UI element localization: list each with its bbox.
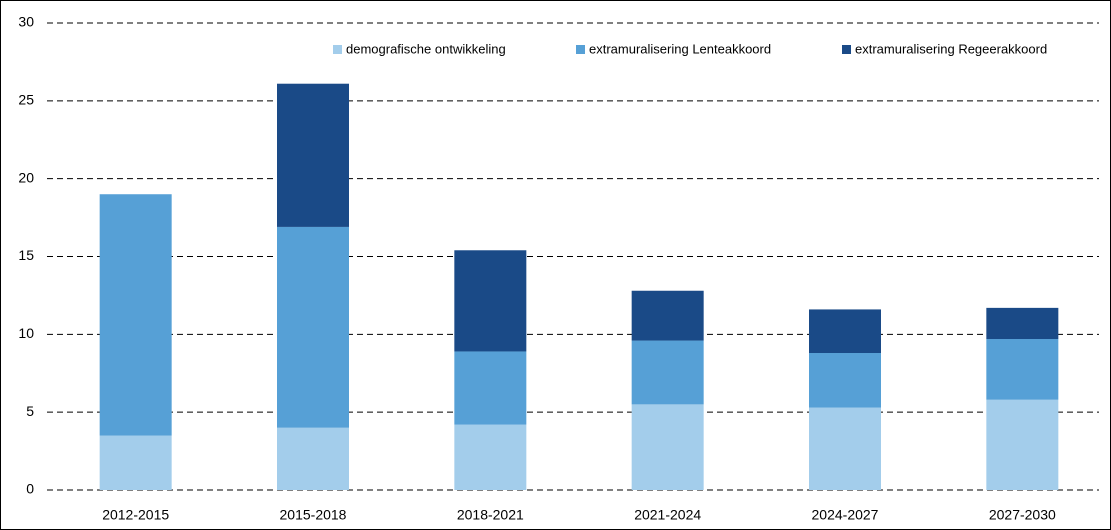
bar-segment (631, 404, 704, 490)
bar-segment (277, 226, 349, 428)
y-tick-label: 15 (18, 247, 34, 263)
bar-segment (809, 353, 881, 408)
bar-segment (809, 407, 881, 490)
x-tick-label: 2021-2024 (634, 507, 701, 523)
legend-label: demografische ontwikkeling (346, 41, 506, 56)
y-tick-label: 30 (18, 14, 34, 30)
bar-segment (454, 250, 527, 352)
bar-segment (454, 424, 527, 490)
x-tick-label: 2027-2030 (989, 507, 1056, 523)
bar-segment (631, 290, 704, 341)
y-tick-label: 5 (26, 403, 34, 419)
x-tick-label: 2012-2015 (102, 507, 169, 523)
legend-label: extramuralisering Regeerakkoord (855, 41, 1047, 56)
legend-swatch (333, 45, 342, 54)
bar-segment (277, 427, 349, 490)
y-tick-label: 20 (18, 169, 34, 185)
x-tick-label: 2018-2021 (457, 507, 524, 523)
bar-segment (986, 307, 1059, 340)
legend-swatch (842, 45, 851, 54)
legend-label: extramuralisering Lenteakkoord (589, 41, 771, 56)
bar-segment (809, 309, 881, 354)
legend-swatch (576, 45, 585, 54)
bar-segment (986, 339, 1059, 400)
y-tick-label: 10 (18, 325, 34, 341)
bar-segment (99, 194, 172, 436)
x-tick-label: 2024-2027 (812, 507, 879, 523)
bar-segment (277, 83, 349, 227)
bar-segment (631, 340, 704, 405)
bar-segment (986, 399, 1059, 490)
y-tick-label: 25 (18, 92, 34, 108)
bar-segment (454, 351, 527, 425)
x-tick-label: 2015-2018 (280, 507, 347, 523)
y-tick-label: 0 (26, 481, 34, 497)
bar-segment (99, 435, 172, 490)
